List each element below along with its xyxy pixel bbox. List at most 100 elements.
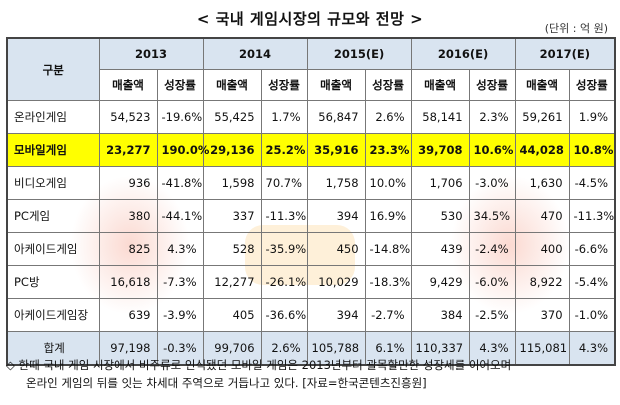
- growth-cell: 4.3%: [156, 232, 204, 266]
- growth-cell: 2.6%: [364, 100, 412, 134]
- growth-cell: -6.0%: [468, 265, 516, 299]
- growth-cell: -2.4%: [468, 232, 516, 266]
- growth-header: 성장률: [568, 69, 616, 101]
- sales-cell: 1,598: [202, 166, 262, 200]
- growth-cell: 23.3%: [364, 133, 412, 167]
- growth-cell: -19.6%: [156, 100, 204, 134]
- growth-cell: -2.5%: [468, 298, 516, 332]
- sales-cell: 29,136: [202, 133, 262, 167]
- sales-cell: 394: [306, 199, 366, 233]
- growth-cell: 2.6%: [260, 331, 308, 366]
- sales-cell: 439: [410, 232, 470, 266]
- growth-cell: 6.1%: [364, 331, 412, 366]
- year-header: 2016(E): [410, 37, 516, 70]
- growth-cell: 2.3%: [468, 100, 516, 134]
- sales-cell: 1,758: [306, 166, 366, 200]
- growth-cell: 1.7%: [260, 100, 308, 134]
- sales-cell: 405: [202, 298, 262, 332]
- sales-header: 매출액: [98, 69, 158, 101]
- footnote-line: ◇ 한때 국내 게임 시장에서 비주류로 인식됐던 모바일 게임은 2013년부…: [6, 358, 512, 372]
- sales-cell: 39,708: [410, 133, 470, 167]
- growth-cell: 1.9%: [568, 100, 616, 134]
- sales-header: 매출액: [410, 69, 470, 101]
- sales-cell: 380: [98, 199, 158, 233]
- growth-cell: -11.3%: [568, 199, 616, 233]
- year-header: 2015(E): [306, 37, 412, 70]
- table-row: 아케이드게임 825 4.3% 528 -35.9% 450 -14.8% 439 -2.4% 4…: [6, 232, 616, 266]
- market-table: 구분 2013 2014 2015(E) 2016(E) 2017(E) 매출액…: [6, 37, 617, 366]
- sales-cell: 110,337: [410, 331, 470, 366]
- sales-cell: 639: [98, 298, 158, 332]
- growth-cell: -41.8%: [156, 166, 204, 200]
- growth-cell: 4.3%: [568, 331, 616, 366]
- sales-cell: 9,429: [410, 265, 470, 299]
- growth-cell: 10.6%: [468, 133, 516, 167]
- growth-cell: -44.1%: [156, 199, 204, 233]
- sales-cell: 97,198: [98, 331, 158, 366]
- table-row: 비디오게임 936 -41.8% 1,598 70.7% 1,758 10.0% 1,706-…: [6, 166, 616, 200]
- growth-header: 성장률: [468, 69, 516, 101]
- row-label: PC게임: [6, 199, 100, 233]
- growth-cell: -18.3%: [364, 265, 412, 299]
- growth-header: 성장률: [364, 69, 412, 101]
- sales-cell: 450: [306, 232, 366, 266]
- row-label: 모바일게임: [6, 133, 100, 167]
- sales-cell: 58,141: [410, 100, 470, 134]
- table-row: 모바일게임 23,277 190.0% 29,136 25.2% 35,916 23.3% 3…: [6, 133, 616, 167]
- growth-cell: 10.8%: [568, 133, 616, 167]
- growth-cell: -26.1%: [260, 265, 308, 299]
- growth-cell: -36.6%: [260, 298, 308, 332]
- sales-cell: 16,618: [98, 265, 158, 299]
- year-header: 2014: [202, 37, 308, 70]
- year-header-row: 구분 2013 2014 2015(E) 2016(E) 2017(E): [6, 37, 616, 101]
- row-label: 아케이드게임장: [6, 298, 100, 332]
- footnote-line: 온라인 게임의 뒤를 잇는 차세대 주역으로 거듭나고 있다. [자료=한국콘텐…: [26, 376, 427, 390]
- sales-cell: 115,081: [514, 331, 570, 366]
- growth-header: 성장률: [156, 69, 204, 101]
- growth-cell: -3.0%: [468, 166, 516, 200]
- growth-cell: -35.9%: [260, 232, 308, 266]
- sales-cell: 44,028: [514, 133, 570, 167]
- growth-cell: -11.3%: [260, 199, 308, 233]
- table-row: PC방 16,618 -7.3% 12,277 -26.1% 10,029 -18.3% 9,…: [6, 265, 616, 299]
- sales-cell: 35,916: [306, 133, 366, 167]
- corner-header: 구분: [6, 37, 100, 101]
- table-row: 온라인게임 54,523 -19.6% 55,425 1.7% 56,847 2.6% 58,…: [6, 100, 616, 134]
- sales-cell: 400: [514, 232, 570, 266]
- growth-cell: 4.3%: [468, 331, 516, 366]
- growth-cell: 10.0%: [364, 166, 412, 200]
- table-row: 아케이드게임장 639 -3.9% 405 -36.6% 394 -2.7% 384 -2.5%…: [6, 298, 616, 332]
- sales-cell: 54,523: [98, 100, 158, 134]
- sales-cell: 394: [306, 298, 366, 332]
- sales-cell: 10,029: [306, 265, 366, 299]
- sales-cell: 55,425: [202, 100, 262, 134]
- growth-cell: -3.9%: [156, 298, 204, 332]
- row-label: 아케이드게임: [6, 232, 100, 266]
- growth-cell: -0.3%: [156, 331, 204, 366]
- sales-cell: 337: [202, 199, 262, 233]
- sales-cell: 8,922: [514, 265, 570, 299]
- sales-cell: 1,706: [410, 166, 470, 200]
- table-body: 온라인게임 54,523 -19.6% 55,425 1.7% 56,847 2.6% 58,…: [6, 100, 616, 366]
- growth-cell: -5.4%: [568, 265, 616, 299]
- sales-cell: 105,788: [306, 331, 366, 366]
- sales-cell: 530: [410, 199, 470, 233]
- sales-header: 매출액: [514, 69, 570, 101]
- growth-cell: 34.5%: [468, 199, 516, 233]
- year-header: 2017(E): [514, 37, 616, 70]
- sales-cell: 12,277: [202, 265, 262, 299]
- growth-cell: 70.7%: [260, 166, 308, 200]
- subheader-row: 매출액 성장률 매출액 성장률 매출액 성장률 매출액 성장률 매출액 성장률: [7, 69, 616, 101]
- sales-cell: 936: [98, 166, 158, 200]
- growth-cell: -7.3%: [156, 265, 204, 299]
- footnote: ◇ 한때 국내 게임 시장에서 비주류로 인식됐던 모바일 게임은 2013년부…: [6, 356, 614, 392]
- growth-cell: -6.6%: [568, 232, 616, 266]
- sales-header: 매출액: [202, 69, 262, 101]
- sales-cell: 370: [514, 298, 570, 332]
- growth-cell: 25.2%: [260, 133, 308, 167]
- growth-cell: -2.7%: [364, 298, 412, 332]
- row-label: PC방: [6, 265, 100, 299]
- sales-cell: 59,261: [514, 100, 570, 134]
- sales-cell: 470: [514, 199, 570, 233]
- unit-label: (단위 : 억 원): [544, 22, 608, 35]
